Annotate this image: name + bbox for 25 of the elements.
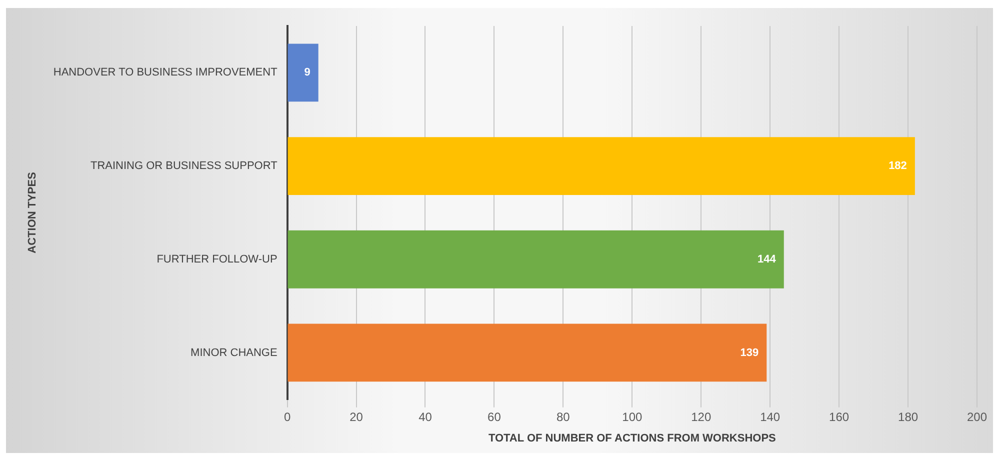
bar: [288, 230, 784, 288]
y-axis-title: ACTION TYPES: [26, 172, 39, 254]
x-tick-label: 200: [966, 410, 988, 424]
bar: [288, 324, 767, 382]
x-axis-title: TOTAL OF NUMBER OF ACTIONS FROM WORKSHOPS: [488, 432, 776, 444]
data-label: 139: [740, 346, 759, 359]
x-tick-label: 120: [691, 410, 712, 424]
x-tick-label: 20: [350, 410, 364, 424]
x-tick-label: 140: [760, 410, 780, 424]
x-tick-label: 160: [829, 410, 850, 424]
x-tick-label: 0: [284, 410, 291, 424]
x-tick-label: 180: [898, 410, 918, 424]
data-label: 9: [304, 66, 310, 79]
x-tick-label: 100: [622, 410, 642, 424]
y-tick-label: TRAINING OR BUSINESS SUPPORT: [90, 160, 278, 172]
data-label: 144: [758, 253, 777, 266]
y-tick-label: HANDOVER TO BUSINESS IMPROVEMENT: [53, 66, 278, 79]
data-label: 182: [888, 160, 907, 172]
x-tick-label: 40: [418, 410, 432, 424]
y-tick-label: MINOR CHANGE: [190, 346, 278, 359]
y-tick-label: FURTHER FOLLOW-UP: [156, 253, 278, 266]
bar: [288, 137, 915, 195]
x-tick-label: 80: [556, 410, 570, 424]
bar: [288, 44, 318, 102]
x-tick-label: 60: [488, 410, 502, 424]
